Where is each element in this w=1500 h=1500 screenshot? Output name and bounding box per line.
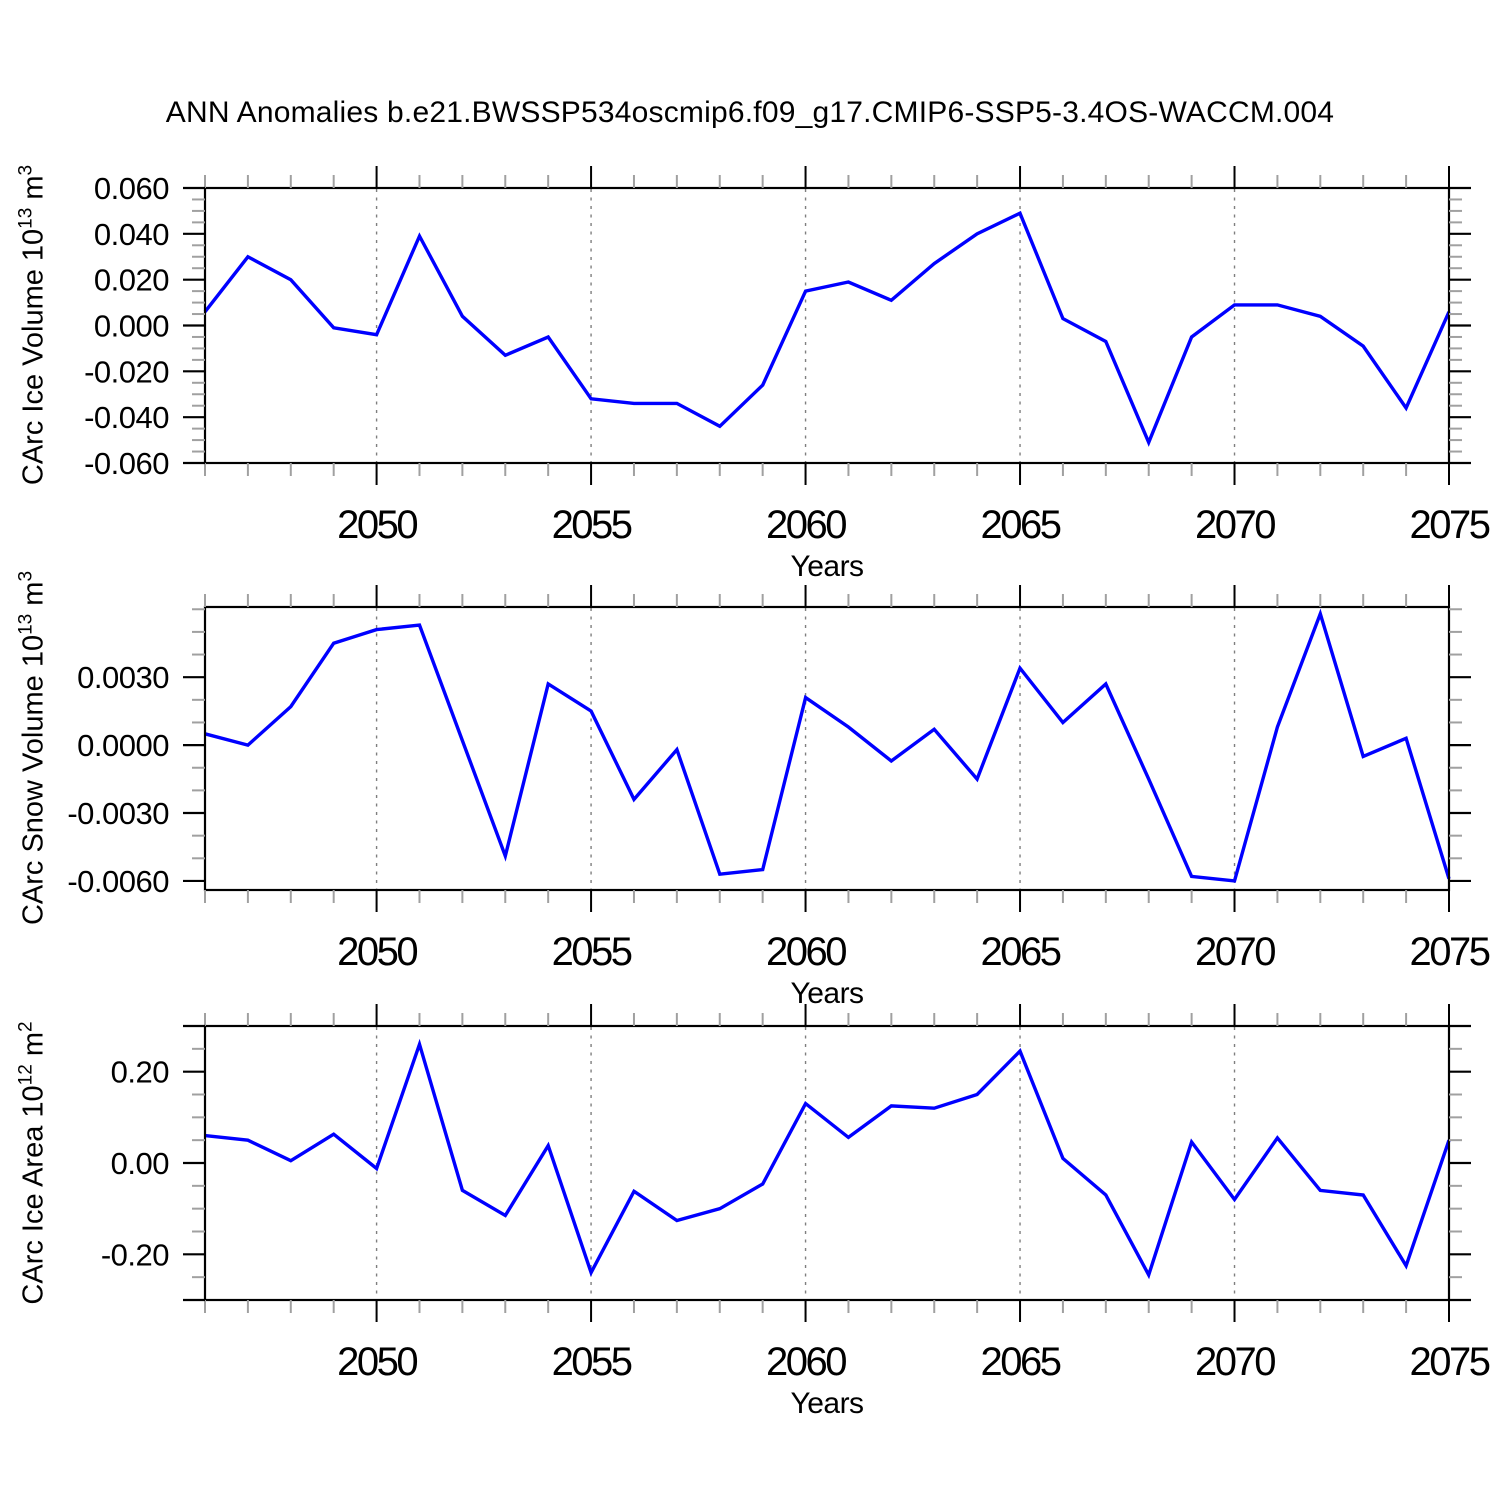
plot-box xyxy=(203,605,1451,892)
y-tick-label: -0.040 xyxy=(84,400,169,435)
y-tick-label: 0.0000 xyxy=(77,728,169,763)
series-line-ice-volume xyxy=(203,210,1451,447)
x-tick-label: 2065 xyxy=(981,930,1061,974)
x-axis-title: Years xyxy=(790,550,863,583)
x-tick-label: 2055 xyxy=(552,930,632,974)
x-tick-label: 2055 xyxy=(552,503,632,547)
y-tick-label: -0.0030 xyxy=(67,796,169,831)
chart-title: ANN Anomalies b.e21.BWSSP534oscmip6.f09_… xyxy=(165,96,1335,129)
x-tick-label: 2050 xyxy=(337,503,417,547)
x-tick-label: 2060 xyxy=(766,1340,846,1384)
x-tick-label: 2075 xyxy=(1410,1340,1490,1384)
y-tick-label: -0.20 xyxy=(101,1237,169,1272)
x-tick-label: 2060 xyxy=(766,503,846,547)
x-tick-label: 2055 xyxy=(552,1340,632,1384)
x-tick-label: 2070 xyxy=(1195,1340,1275,1384)
x-tick-label: 2070 xyxy=(1195,930,1275,974)
x-tick-label: 2060 xyxy=(766,930,846,974)
plot-box xyxy=(203,1024,1451,1302)
x-tick-label: 2075 xyxy=(1410,930,1490,974)
y-tick-label: -0.0060 xyxy=(67,864,169,899)
y-tick-label: 0.000 xyxy=(94,309,169,344)
y-tick-label: -0.060 xyxy=(84,446,169,481)
x-tick-label: 2070 xyxy=(1195,503,1275,547)
y-tick-label: 0.060 xyxy=(94,171,169,206)
plot-box xyxy=(203,186,1451,465)
x-tick-label: 2065 xyxy=(981,1340,1061,1384)
y-tick-label: 0.00 xyxy=(111,1146,170,1181)
y-tick-label: 0.0030 xyxy=(77,660,169,695)
x-tick-label: 2050 xyxy=(337,930,417,974)
y-tick-label: 0.20 xyxy=(111,1055,170,1090)
x-axis-title: Years xyxy=(790,1387,863,1420)
x-axis-title: Years xyxy=(790,977,863,1010)
y-tick-label: -0.020 xyxy=(84,354,169,389)
y-tick-label: 0.040 xyxy=(94,217,169,252)
x-tick-label: 2050 xyxy=(337,1340,417,1384)
x-tick-label: 2065 xyxy=(981,503,1061,547)
series-line-ice-area xyxy=(204,1038,1451,1280)
series-line-snow-volume xyxy=(204,608,1451,883)
y-tick-label: 0.020 xyxy=(94,263,169,298)
x-tick-label: 2075 xyxy=(1410,503,1490,547)
